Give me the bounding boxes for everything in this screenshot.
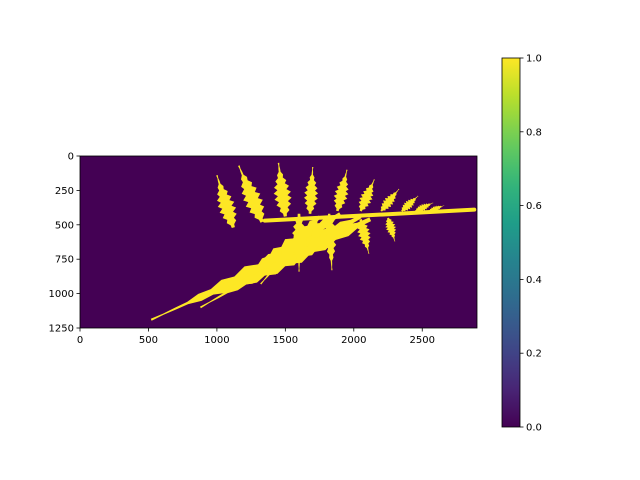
fern-pinna [292,213,306,272]
fern-pinna [304,167,319,214]
colorbar-tick-label: 0.4 [526,275,542,286]
fern-pinna [401,195,419,212]
fern-rachis [262,207,477,223]
colorbar-tick-label: 0.8 [526,127,542,138]
colorbar-tick-label: 0.6 [526,201,542,212]
y-tick-label: 1000 [49,289,74,300]
axes-frame [79,155,478,329]
fern-pinna [415,202,434,213]
x-tick-label: 2000 [341,335,366,346]
y-tick-label: 0 [68,152,74,163]
fern-pinna [357,219,371,254]
fern-pinna [238,165,265,223]
y-tick-label: 500 [55,220,74,231]
x-tick-label: 1500 [273,335,298,346]
fern-pinna [333,169,349,212]
colorbar: 0.0 0.2 0.4 0.6 0.8 1.0 [501,54,542,434]
fern-pinna [273,162,292,217]
fern-pinna [385,217,397,242]
x-tick-label: 500 [139,335,158,346]
fern-mask [150,162,477,321]
colorbar-tick-label: 0.0 [526,423,542,434]
fern-pinna [323,213,337,271]
fern-pinna [380,188,400,212]
fern-pinna [358,179,375,212]
fern-pinna [216,175,237,228]
y-tick-label: 250 [55,186,74,197]
y-tick-label: 1250 [49,324,74,335]
colorbar-gradient [502,58,520,427]
colorbar-frame [501,57,521,428]
x-tick-label: 0 [77,335,83,346]
x-tick-label: 1000 [204,335,229,346]
heatmap-plot: 0 500 1000 1500 2000 2500 0 250 500 750 1000 1250 [49,152,478,346]
x-tick-label: 2500 [410,335,435,346]
colorbar-tick-label: 1.0 [526,54,542,65]
y-tick-label: 750 [55,255,74,266]
colorbar-tick-label: 0.2 [526,349,542,360]
